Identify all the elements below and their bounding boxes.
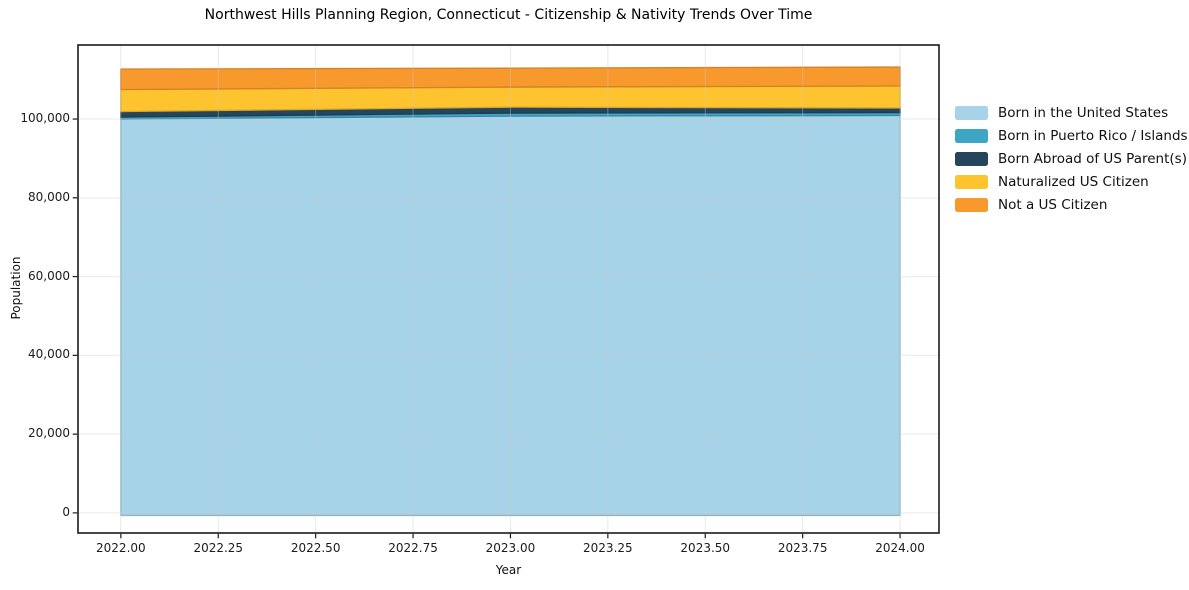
x-tick-label: 2022.50 bbox=[290, 541, 341, 555]
y-tick-label: 60,000 bbox=[28, 268, 70, 283]
legend-item-label: Not a US Citizen bbox=[998, 197, 1108, 213]
x-axis-label: Year bbox=[495, 563, 522, 577]
y-tick-label: 100,000 bbox=[20, 111, 70, 126]
x-tick-label: 2022.75 bbox=[388, 541, 438, 555]
legend-item: Born in Puerto Rico / Islands bbox=[955, 129, 1188, 143]
y-tick-label: 0 bbox=[62, 504, 70, 519]
x-tick-label: 2023.25 bbox=[583, 541, 633, 555]
legend: Born in the United States Born in Puerto … bbox=[955, 106, 1188, 221]
y-tick-label: 40,000 bbox=[28, 347, 70, 362]
legend-item-label: Born in Puerto Rico / Islands bbox=[998, 128, 1188, 144]
x-tick-label: 2023.75 bbox=[777, 541, 828, 555]
legend-item-label: Naturalized US Citizen bbox=[998, 174, 1149, 190]
legend-item-label: Born Abroad of US Parent(s) bbox=[998, 151, 1187, 167]
x-tick-label: 2022.00 bbox=[96, 541, 146, 555]
x-tick-label: 2023.50 bbox=[680, 541, 731, 555]
legend-swatch-icon bbox=[955, 152, 988, 166]
legend-swatch-icon bbox=[955, 129, 988, 143]
legend-swatch-icon bbox=[955, 198, 988, 212]
legend-swatch-icon bbox=[955, 106, 988, 120]
x-tick-label: 2024.00 bbox=[875, 541, 925, 555]
y-tick-label: 20,000 bbox=[28, 426, 70, 441]
plot-frame bbox=[77, 44, 940, 534]
legend-item: Not a US Citizen bbox=[955, 198, 1188, 212]
legend-swatch-icon bbox=[955, 175, 988, 189]
legend-item-label: Born in the United States bbox=[998, 105, 1169, 121]
legend-item: Born in the United States bbox=[955, 106, 1188, 120]
area-series-4 bbox=[120, 66, 901, 91]
x-tick-label: 2023.00 bbox=[485, 541, 536, 555]
y-axis-label: Population bbox=[9, 256, 23, 320]
legend-item: Naturalized US Citizen bbox=[955, 175, 1188, 189]
x-tick-label: 2022.25 bbox=[193, 541, 244, 555]
legend-item: Born Abroad of US Parent(s) bbox=[955, 152, 1188, 166]
chart-title: Northwest Hills Planning Region, Connect… bbox=[204, 7, 813, 23]
y-tick-label: 80,000 bbox=[28, 189, 70, 204]
